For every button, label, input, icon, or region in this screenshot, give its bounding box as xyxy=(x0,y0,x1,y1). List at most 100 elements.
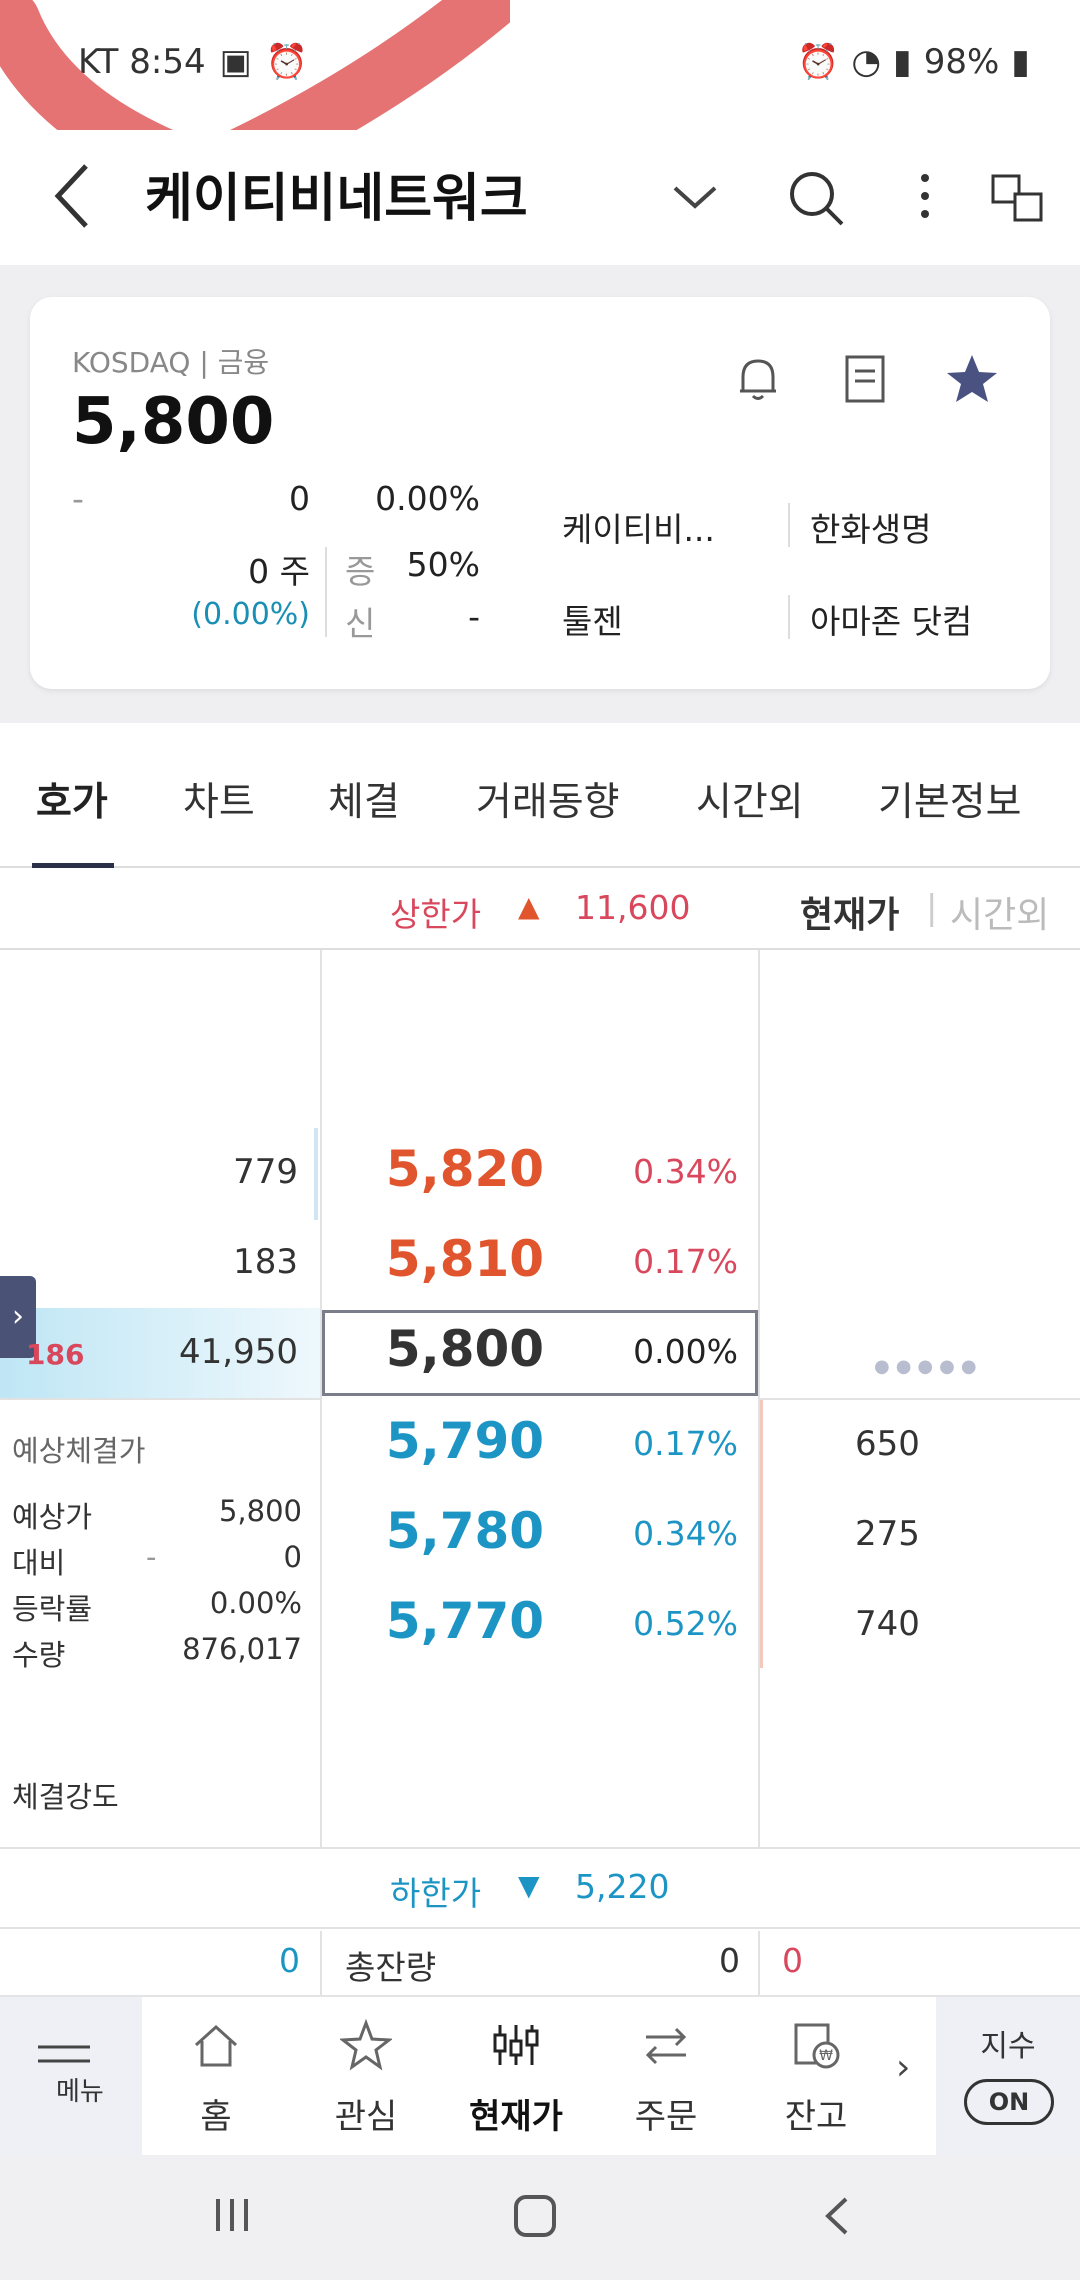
wifi-icon: ◔ xyxy=(851,42,881,82)
nav-home[interactable]: 홈 xyxy=(142,1997,290,2157)
star-favorite-icon[interactable] xyxy=(942,349,1002,409)
upper-limit-bar: 상한가 ▲ 11,600 현재가 | 시간외 xyxy=(0,870,1080,950)
menu-label: 메뉴 xyxy=(56,2071,104,2108)
tab-trades[interactable]: 체결 xyxy=(328,771,400,827)
nav-more-chevron-icon[interactable]: › xyxy=(896,2047,910,2088)
nav-balance[interactable]: ₩ 잔고 xyxy=(742,1997,890,2157)
arrow-up-icon: ▲ xyxy=(518,890,540,923)
ask-price-2[interactable]: 5,810 xyxy=(365,1230,565,1288)
nav-order[interactable]: 주문 xyxy=(592,1997,740,2157)
related-stock-3[interactable]: 툴젠 xyxy=(562,595,623,643)
tab-orderbook[interactable]: 호가 xyxy=(36,771,108,827)
expected-qty-label: 수량 xyxy=(12,1632,65,1674)
totals-row: 0 총잔량 0 0 xyxy=(0,1931,1080,1995)
swap-arrows-icon xyxy=(640,2019,692,2071)
total-mid-qty: 0 xyxy=(540,1941,740,1980)
current-price: 5,800 xyxy=(72,385,274,459)
volume: 0 주 xyxy=(130,545,310,593)
chevron-down-icon[interactable] xyxy=(660,156,730,236)
more-vert-icon[interactable] xyxy=(890,156,960,236)
index-toggle-area[interactable]: 지수 ON xyxy=(936,1997,1080,2157)
change-sign: - xyxy=(72,479,84,518)
ask-qty-1: 779 xyxy=(98,1152,298,1192)
svg-text:₩: ₩ xyxy=(819,2048,833,2064)
ask-qty-2: 183 xyxy=(98,1242,298,1282)
credit-value: - xyxy=(400,597,480,636)
app-header: 케이티비네트워크 xyxy=(0,130,1080,265)
tab-bar: 호가 차트 체결 거래동향 시간외 기본정보 xyxy=(0,723,1080,868)
system-navigation-bar xyxy=(0,2155,1080,2280)
bid-pct-1: 0.17% xyxy=(538,1424,738,1463)
related-stock-1[interactable]: 케이티비... xyxy=(562,503,715,551)
nav-watchlist-label: 관심 xyxy=(292,2089,440,2138)
ask-pct-2: 0.17% xyxy=(538,1242,738,1281)
bid-price-2[interactable]: 5,780 xyxy=(365,1502,565,1560)
nav-current-price[interactable]: 현재가 xyxy=(442,1997,590,2157)
bid-qty-3: 740 xyxy=(855,1604,920,1644)
index-label: 지수 xyxy=(936,2021,1080,2065)
expected-rate-label: 등락률 xyxy=(12,1586,92,1628)
home-system-icon[interactable] xyxy=(512,2193,558,2239)
expected-title: 예상체결가 xyxy=(12,1428,145,1470)
signal-icon: ▮ xyxy=(893,42,912,82)
related-stock-2[interactable]: 한화생명 xyxy=(810,503,931,551)
expected-qty-value: 876,017 xyxy=(122,1632,302,1666)
tab-after-hours[interactable]: 시간외 xyxy=(696,771,804,827)
lower-limit-bar: 하한가 ▼ 5,220 xyxy=(0,1849,1080,1929)
tab-chart[interactable]: 차트 xyxy=(183,771,255,827)
upper-limit-value: 11,600 xyxy=(575,888,690,927)
change-percent: 0.00% xyxy=(340,479,480,518)
tab-basic-info[interactable]: 기본정보 xyxy=(878,771,1022,827)
expected-price-value: 5,800 xyxy=(122,1494,302,1528)
expected-diff-label: 대비 xyxy=(12,1540,65,1582)
related-stock-4[interactable]: 아마존 닷컴 xyxy=(810,595,972,643)
page-indicator-dots: ●●●●● xyxy=(874,1356,983,1377)
active-tab-indicator xyxy=(32,863,114,868)
stock-name-title[interactable]: 케이티비네트워크 xyxy=(145,156,528,231)
upper-limit-label: 상한가 xyxy=(390,888,481,936)
multi-window-icon[interactable] xyxy=(985,156,1055,236)
battery-icon: ▮ xyxy=(1011,42,1030,82)
margin-label: 증 xyxy=(345,545,375,593)
credit-label: 신 xyxy=(345,597,375,645)
carrier-time: KT 8:54 xyxy=(78,42,206,82)
bid-price-1[interactable]: 5,790 xyxy=(365,1412,565,1470)
bid-qty-1: 650 xyxy=(855,1424,920,1464)
lower-limit-value: 5,220 xyxy=(575,1867,669,1906)
toggle-current-price[interactable]: 현재가 xyxy=(800,886,899,938)
execution-strength-label: 체결강도 xyxy=(12,1774,119,1816)
margin-value: 50% xyxy=(400,545,480,584)
nav-current-price-label: 현재가 xyxy=(442,2089,590,2138)
total-ask-qty: 0 xyxy=(100,1941,300,1980)
current-qty: 41,950 xyxy=(98,1332,298,1372)
menu-button[interactable]: 메뉴 xyxy=(0,1997,142,2157)
ask-price-1[interactable]: 5,820 xyxy=(365,1140,565,1198)
expected-rate-value: 0.00% xyxy=(122,1586,302,1620)
toggle-after-hours[interactable]: 시간외 xyxy=(950,886,1049,938)
back-system-icon[interactable] xyxy=(818,2193,858,2239)
bid-price-3[interactable]: 5,770 xyxy=(365,1592,565,1650)
candlestick-icon xyxy=(490,2019,542,2071)
back-icon[interactable] xyxy=(48,156,98,236)
recent-apps-icon[interactable] xyxy=(210,2193,254,2237)
volume-percent: (0.00%) xyxy=(90,597,310,632)
current-tick-count: 186 xyxy=(26,1338,84,1371)
current-row-price[interactable]: 5,800 xyxy=(365,1320,565,1378)
bid-volume-bar xyxy=(760,1400,763,1668)
document-icon[interactable] xyxy=(835,349,895,409)
bid-pct-3: 0.52% xyxy=(538,1604,738,1643)
search-icon[interactable] xyxy=(780,156,850,236)
summary-card: KOSDAQ | 금융 5,800 - 0 0.00% 0 주 (0.00%) … xyxy=(30,297,1050,689)
gallery-notification-icon: ▣ xyxy=(220,42,252,82)
bid-qty-2: 275 xyxy=(855,1514,920,1554)
battery-level: 98% xyxy=(924,42,1000,82)
bell-icon[interactable] xyxy=(728,349,788,409)
alarm-icon: ⏰ xyxy=(266,42,308,82)
tab-trading-trend[interactable]: 거래동향 xyxy=(476,771,620,827)
star-outline-icon xyxy=(340,2019,392,2071)
arrow-down-icon: ▼ xyxy=(518,1869,540,1902)
alarm-icon: ⏰ xyxy=(797,42,839,82)
index-on-toggle[interactable]: ON xyxy=(964,2079,1054,2125)
nav-watchlist[interactable]: 관심 xyxy=(292,1997,440,2157)
lower-limit-label: 하한가 xyxy=(390,1867,481,1915)
